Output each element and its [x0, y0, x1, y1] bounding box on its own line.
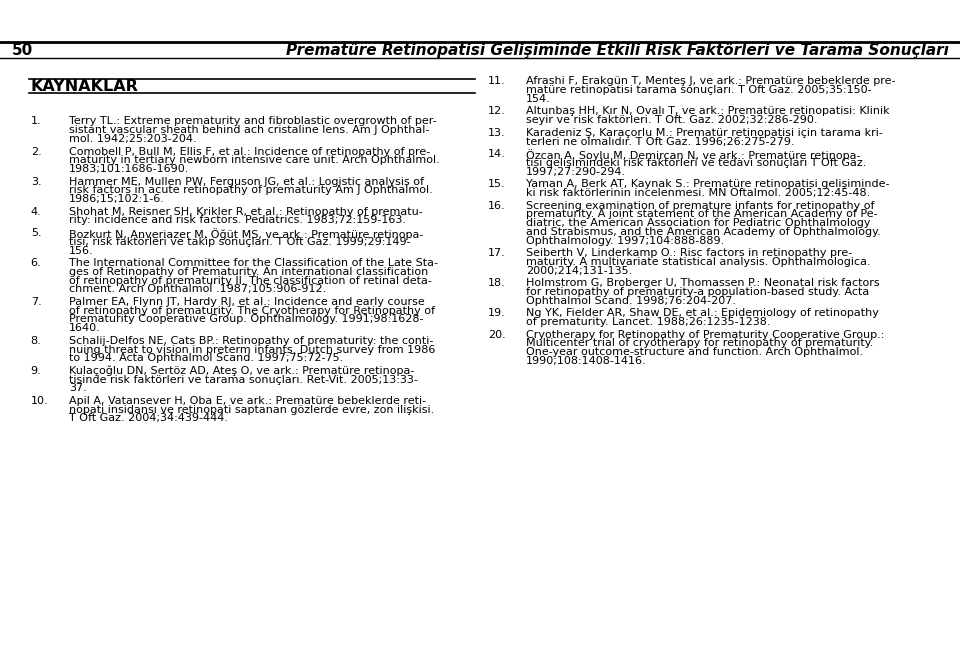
Text: risk factors in acute retinopathy of prematurity Am J Ophthalmol.: risk factors in acute retinopathy of pre… — [69, 185, 433, 195]
Text: tisinde risk faktörleri ve tarama sonuçları. Ret-Vit. 2005;13:33-: tisinde risk faktörleri ve tarama sonuçl… — [69, 375, 418, 384]
Text: nuing threat to vision in preterm infants. Dutch survey from 1986: nuing threat to vision in preterm infant… — [69, 345, 436, 355]
Text: 11.: 11. — [488, 76, 505, 86]
Text: 154.: 154. — [526, 94, 551, 104]
Text: 1.: 1. — [31, 116, 41, 126]
Text: 1997;27:290-294.: 1997;27:290-294. — [526, 167, 626, 177]
Text: ges of Retinopathy of Prematurity. An international classification: ges of Retinopathy of Prematurity. An in… — [69, 267, 428, 277]
Text: 50: 50 — [12, 43, 33, 58]
Text: Ophthalmology. 1997;104:888-889.: Ophthalmology. 1997;104:888-889. — [526, 236, 725, 245]
Text: Cryotherapy for Retinopathy of Prematurity Cooperative Group.:: Cryotherapy for Retinopathy of Prematuri… — [526, 330, 884, 340]
Text: Prematüre Retinopatisi Gelişiminde Etkili Risk Faktörleri ve Tarama Sonuçları: Prematüre Retinopatisi Gelişiminde Etkil… — [286, 43, 948, 58]
Text: Prematurity Cooperative Group. Ophthalmology. 1991;98:1628-: Prematurity Cooperative Group. Ophthalmo… — [69, 314, 423, 324]
Text: diatric, the American Association for Pediatric Ophthalmology: diatric, the American Association for Pe… — [526, 218, 871, 228]
Text: mol. 1942;25:203-204.: mol. 1942;25:203-204. — [69, 134, 197, 144]
Text: 7.: 7. — [31, 297, 41, 307]
Text: of retinopathy of prematurity. The Cryotherapy for Retinopathy of: of retinopathy of prematurity. The Cryot… — [69, 306, 435, 316]
Text: matüre retinopatisi tarama sonuçları. T Oft Gaz. 2005;35:150-: matüre retinopatisi tarama sonuçları. T … — [526, 85, 872, 95]
Text: 9.: 9. — [31, 366, 41, 376]
Text: The International Committee for the Classification of the Late Sta-: The International Committee for the Clas… — [69, 258, 438, 268]
Text: T Oft Gaz. 2004;34:439-444.: T Oft Gaz. 2004;34:439-444. — [69, 413, 228, 423]
Text: tisi gelişimindeki risk faktörleri ve tedavi sonuçları T Oft Gaz.: tisi gelişimindeki risk faktörleri ve te… — [526, 158, 867, 168]
Text: maturity. A multivariate statistical analysis. Ophthalmologica.: maturity. A multivariate statistical ana… — [526, 257, 871, 267]
Text: 16.: 16. — [488, 201, 505, 210]
Text: 156.: 156. — [69, 246, 94, 256]
Text: sistant vascular sheath behind ach cristaline lens. Am J Ophthal-: sistant vascular sheath behind ach crist… — [69, 125, 429, 135]
Text: tisi, risk faktörleri ve takip sonuçları. T Oft Gaz. 1999;29:149-: tisi, risk faktörleri ve takip sonuçları… — [69, 237, 411, 247]
Text: Kulaçoğlu DN, Sertöz AD, Ateş O, ve ark.: Prematüre retinopa-: Kulaçoğlu DN, Sertöz AD, Ateş O, ve ark.… — [69, 366, 415, 377]
Text: Shohat M, Reisner SH, Krikler R, et al.: Retinopathy of prematu-: Shohat M, Reisner SH, Krikler R, et al.:… — [69, 207, 422, 217]
Text: of prematurity. Lancet. 1988;26:1235-1238.: of prematurity. Lancet. 1988;26:1235-123… — [526, 317, 771, 327]
Text: Bozkurt N, Anveriazer M, Öğüt MS, ve ark.: Prematüre retinopa-: Bozkurt N, Anveriazer M, Öğüt MS, ve ark… — [69, 228, 423, 240]
Text: 2000;214;131-135.: 2000;214;131-135. — [526, 266, 633, 276]
Text: to 1994. Acta Ophthalmol Scand. 1997;75:72-75.: to 1994. Acta Ophthalmol Scand. 1997;75:… — [69, 353, 344, 363]
Text: ki risk faktörlerinin incelenmesi. MN Oftalmol. 2005;12:45-48.: ki risk faktörlerinin incelenmesi. MN Of… — [526, 188, 871, 198]
Text: KAYNAKLAR: KAYNAKLAR — [31, 78, 138, 94]
Text: Karadeniz Ş, Karaçorlu M.: Prematür retinopatisi için tarama kri-: Karadeniz Ş, Karaçorlu M.: Prematür reti… — [526, 128, 883, 138]
Text: 20.: 20. — [488, 330, 505, 340]
Text: nopati insidansı ve retinopati saptanan gözlerde evre, zon ilişkisi.: nopati insidansı ve retinopati saptanan … — [69, 405, 434, 415]
Text: 10.: 10. — [31, 396, 48, 406]
Text: 5.: 5. — [31, 228, 41, 238]
Text: Palmer EA, Flynn JT, Hardy RJ, et al.: Incidence and early course: Palmer EA, Flynn JT, Hardy RJ, et al.: I… — [69, 297, 425, 307]
Text: maturity in tertiary newborn intensive care unit. Arch Ophthalmol.: maturity in tertiary newborn intensive c… — [69, 155, 440, 165]
Text: for retinopathy of prematurity-a population-based study. Acta: for retinopathy of prematurity-a populat… — [526, 287, 870, 297]
Text: of retinopathy of prematurity II. The classification of retinal deta-: of retinopathy of prematurity II. The cl… — [69, 276, 432, 285]
Text: Apil A, Vatansever H, Oba E, ve ark.: Prematüre bebeklerde reti-: Apil A, Vatansever H, Oba E, ve ark.: Pr… — [69, 396, 426, 406]
Text: Terry TL.: Extreme prematurity and fibroblastic overgrowth of per-: Terry TL.: Extreme prematurity and fibro… — [69, 116, 437, 126]
Text: 1990;108:1408-1416.: 1990;108:1408-1416. — [526, 356, 647, 366]
Text: 14.: 14. — [488, 149, 505, 159]
Text: 13.: 13. — [488, 128, 505, 138]
Text: Ng YK, Fielder AR, Shaw DE, et al.: Epidemiology of retinopathy: Ng YK, Fielder AR, Shaw DE, et al.: Epid… — [526, 309, 879, 318]
Text: Screening examination of premature infants for retinopathy of: Screening examination of premature infan… — [526, 201, 875, 210]
Text: 8.: 8. — [31, 336, 41, 345]
Text: and Strabismus, and the American Academy of Ophthalmology.: and Strabismus, and the American Academy… — [526, 227, 881, 237]
Text: 18.: 18. — [488, 278, 505, 288]
Text: Hammer ME, Mullen PW, Ferguson JG, et al.: Logistic analysis of: Hammer ME, Mullen PW, Ferguson JG, et al… — [69, 177, 424, 186]
Text: 15.: 15. — [488, 179, 505, 189]
Text: Ophthalmol Scand. 1998;76:204-207.: Ophthalmol Scand. 1998;76:204-207. — [526, 296, 736, 305]
Text: 4.: 4. — [31, 207, 41, 217]
Text: 37.: 37. — [69, 383, 86, 393]
Text: 17.: 17. — [488, 248, 505, 258]
Text: Holmstrom G, Broberger U, Thomassen P.: Neonatal risk factors: Holmstrom G, Broberger U, Thomassen P.: … — [526, 278, 879, 288]
Text: One-year outcome-structure and function. Arch Ophthalmol.: One-year outcome-structure and function.… — [526, 347, 863, 357]
Text: prematurity. A joint statement of the American Academy of Pe-: prematurity. A joint statement of the Am… — [526, 210, 877, 219]
Text: chment. Arch Ophthalmol .1987;105:906-912.: chment. Arch Ophthalmol .1987;105:906-91… — [69, 285, 326, 294]
Text: 12.: 12. — [488, 107, 505, 116]
Text: terleri ne olmalıdır. T Oft Gaz. 1996;26:275-279.: terleri ne olmalıdır. T Oft Gaz. 1996;26… — [526, 137, 795, 146]
Text: Schalij-Delfos NE, Cats BP.: Retinopathy of prematurity: the conti-: Schalij-Delfos NE, Cats BP.: Retinopathy… — [69, 336, 434, 345]
Text: Comobell P, Bull M, Ellis F, et al.: Incidence of retinopathy of pre-: Comobell P, Bull M, Ellis F, et al.: Inc… — [69, 147, 430, 157]
Text: rity: incidence and risk factors. Pediatrics. 1983;72:159-163.: rity: incidence and risk factors. Pediat… — [69, 215, 406, 225]
Text: Seiberth V, Linderkamp O.: Risc factors in retinopathy pre-: Seiberth V, Linderkamp O.: Risc factors … — [526, 248, 852, 258]
Text: Özcan A, Soylu M, Demircan N, ve ark.: Prematüre retinopa-: Özcan A, Soylu M, Demircan N, ve ark.: P… — [526, 149, 860, 161]
Text: Yaman A, Berk AT, Kaynak S.: Prematüre retinopatisi gelişiminde-: Yaman A, Berk AT, Kaynak S.: Prematüre r… — [526, 179, 890, 189]
Text: Multicenter trial of cryotherapy for retinopathy of prematurity.: Multicenter trial of cryotherapy for ret… — [526, 338, 874, 348]
Text: 3.: 3. — [31, 177, 41, 186]
Text: 19.: 19. — [488, 309, 505, 318]
Text: 1983;101:1686-1690.: 1983;101:1686-1690. — [69, 164, 189, 174]
Text: 1986;15;102:1-6.: 1986;15;102:1-6. — [69, 194, 165, 204]
Text: seyir ve risk faktörleri. T Oft. Gaz. 2002;32:286-290.: seyir ve risk faktörleri. T Oft. Gaz. 20… — [526, 115, 818, 125]
Text: 6.: 6. — [31, 258, 41, 268]
Text: Altunbaş HH, Kır N, Ovalı T, ve ark.: Prematüre retinopatisi: Klinik: Altunbaş HH, Kır N, Ovalı T, ve ark.: Pr… — [526, 107, 890, 116]
Text: Afrashi F, Erakgün T, Menteş J, ve ark.: Prematüre bebeklerde pre-: Afrashi F, Erakgün T, Menteş J, ve ark.:… — [526, 76, 896, 86]
Text: 1640.: 1640. — [69, 324, 101, 333]
Text: 2.: 2. — [31, 147, 41, 157]
